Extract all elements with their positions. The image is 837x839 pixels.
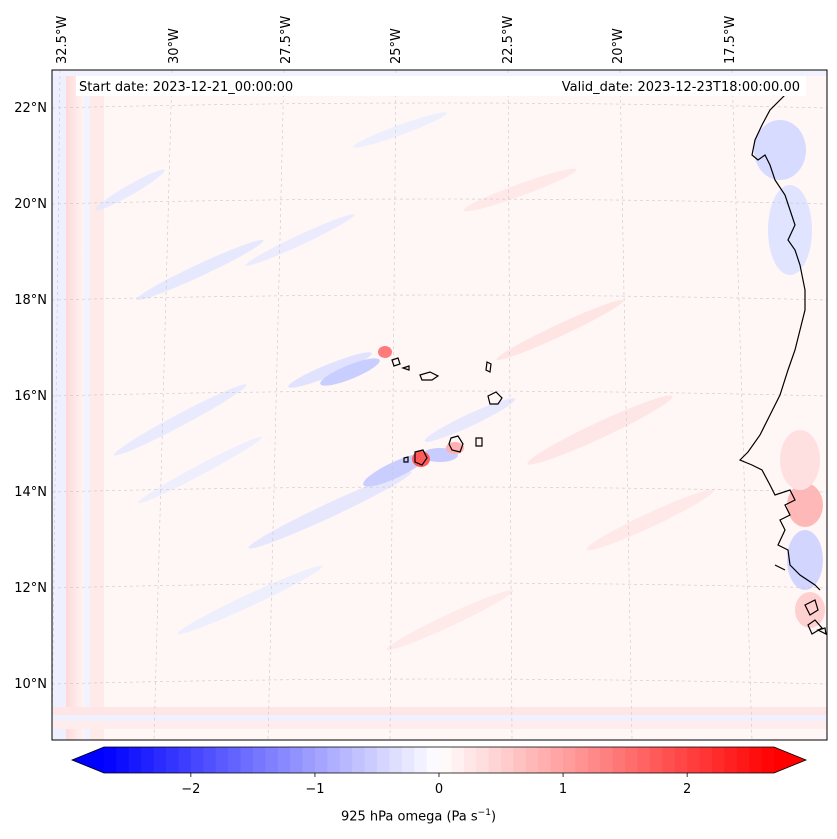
colorbar-segment — [352, 747, 366, 773]
lon-tick-label: 30°W — [167, 28, 182, 64]
lon-tick-label: 22.5°W — [501, 16, 516, 64]
colorbar-segment — [575, 747, 589, 773]
lon-tick-label: 20°W — [611, 28, 626, 64]
colorbar-segment — [314, 747, 328, 773]
lon-tick-label: 17.5°W — [723, 16, 738, 64]
colorbar-segment — [228, 747, 242, 773]
colorbar-segment — [488, 747, 502, 773]
colorbar-segment — [587, 747, 601, 773]
colorbar-segment — [128, 747, 142, 773]
colorbar-segment — [302, 747, 316, 773]
omega-field — [52, 70, 827, 740]
colorbar-tick-label: 2 — [683, 782, 691, 797]
colorbar-segment — [290, 747, 304, 773]
coastline — [391, 89, 827, 636]
lon-tick-label: 25°W — [389, 28, 404, 64]
colorbar-segment — [625, 747, 639, 773]
colorbar-segment — [116, 747, 130, 773]
colorbar-outline — [70, 746, 808, 774]
lat-tick-label: 10°N — [14, 677, 47, 692]
colorbar-segment — [649, 747, 663, 773]
colorbar-segment — [389, 747, 403, 773]
colorbar-segments — [104, 747, 775, 773]
colorbar-segment — [600, 747, 614, 773]
colorbar-label: 925 hPa omega (Pa s−1) — [340, 808, 497, 825]
colorbar: −2 −1 0 1 2 — [70, 746, 808, 797]
colorbar-segment — [339, 747, 353, 773]
lat-tick-label: 14°N — [14, 485, 47, 500]
colorbar-segment — [439, 747, 453, 773]
colorbar-segment — [463, 747, 477, 773]
colorbar-segment — [687, 747, 701, 773]
colorbar-segment — [401, 747, 415, 773]
colorbar-segment — [203, 747, 217, 773]
colorbar-segment — [153, 747, 167, 773]
lat-tick-label: 22°N — [14, 101, 47, 116]
colorbar-segment — [662, 747, 676, 773]
colorbar-segment — [265, 747, 279, 773]
graticule — [52, 70, 827, 740]
colorbar-segment — [414, 747, 428, 773]
colorbar-segment — [563, 747, 577, 773]
colorbar-segment — [749, 747, 763, 773]
colorbar-tick-label: −1 — [305, 782, 324, 797]
lat-tick-label: 12°N — [14, 581, 47, 596]
lon-tick-label: 32.5°W — [55, 16, 70, 64]
latitude-ticks: 22°N 20°N 18°N 16°N 14°N 12°N 10°N — [14, 101, 47, 692]
lat-tick-label: 16°N — [14, 389, 47, 404]
colorbar-segment — [240, 747, 254, 773]
colorbar-segment — [141, 747, 155, 773]
colorbar-segment — [327, 747, 341, 773]
colorbar-tick-label: 1 — [559, 782, 567, 797]
colorbar-segment — [538, 747, 552, 773]
colorbar-segment — [426, 747, 440, 773]
colorbar-segment — [612, 747, 626, 773]
colorbar-segment — [451, 747, 465, 773]
colorbar-low-extend — [72, 747, 104, 773]
longitude-ticks: 32.5°W 30°W 27.5°W 25°W 22.5°W 20°W 17.5… — [55, 16, 738, 64]
colorbar-segment — [215, 747, 229, 773]
colorbar-segment — [364, 747, 378, 773]
colorbar-segment — [501, 747, 515, 773]
lat-tick-label: 18°N — [14, 293, 47, 308]
colorbar-segment — [376, 747, 390, 773]
colorbar-segment — [104, 747, 118, 773]
colorbar-segment — [513, 747, 527, 773]
colorbar-segment — [724, 747, 738, 773]
colorbar-segment — [736, 747, 750, 773]
start-date-label: Start date: 2023-12-21_00:00:00 — [79, 80, 293, 95]
lat-tick-label: 20°N — [14, 197, 47, 212]
colorbar-segment — [550, 747, 564, 773]
header-band — [76, 76, 806, 96]
colorbar-segment — [674, 747, 688, 773]
colorbar-segment — [252, 747, 266, 773]
colorbar-segment — [711, 747, 725, 773]
colorbar-segment — [761, 747, 775, 773]
colorbar-segment — [178, 747, 192, 773]
colorbar-segment — [525, 747, 539, 773]
colorbar-segment — [699, 747, 713, 773]
colorbar-segment — [166, 747, 180, 773]
colorbar-segment — [476, 747, 490, 773]
colorbar-segment — [190, 747, 204, 773]
colorbar-ticks: −2 −1 0 1 2 — [181, 773, 691, 797]
colorbar-segment — [637, 747, 651, 773]
colorbar-high-extend — [774, 747, 806, 773]
colorbar-tick-label: 0 — [435, 782, 443, 797]
colorbar-tick-label: −2 — [181, 782, 200, 797]
lon-tick-label: 27.5°W — [279, 16, 294, 64]
colorbar-segment — [277, 747, 291, 773]
valid-date-label: Valid_date: 2023-12-23T18:00:00.00 — [562, 80, 800, 95]
map-frame — [51, 69, 828, 741]
